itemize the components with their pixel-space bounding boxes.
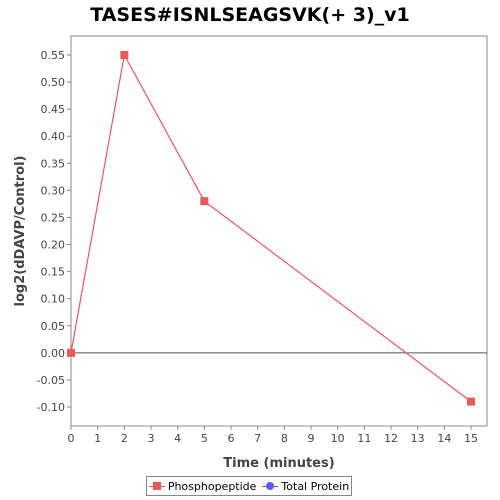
series-group — [67, 50, 475, 406]
x-tick-label: 6 — [228, 432, 235, 445]
x-tick-label: 4 — [174, 432, 181, 445]
x-tick-label: 7 — [254, 432, 261, 445]
phosphopeptide-point — [120, 50, 129, 59]
y-tick-label: 0.00 — [41, 347, 66, 360]
y-tick-label: 0.45 — [41, 103, 66, 116]
x-tick-label: 13 — [411, 432, 425, 445]
x-tick-label: 11 — [357, 432, 371, 445]
legend: Phosphopeptide Total Protein — [146, 476, 352, 496]
y-tick-label: -0.05 — [37, 374, 65, 387]
x-tick-label: 3 — [148, 432, 155, 445]
y-tick-label: 0.20 — [41, 239, 66, 252]
x-tick-label: 1 — [94, 432, 101, 445]
chart-title: TASES#ISNLSEAGSVK(+ 3)_v1 — [90, 4, 410, 26]
y-tick-label: 0.15 — [41, 266, 66, 279]
phosphopeptide-point — [467, 397, 475, 406]
y-tick-label: 0.30 — [41, 184, 66, 197]
y-tick-label: 0.10 — [41, 293, 66, 306]
axis-ticks: -0.10 -0.05 0.00 0.05 0.10 0.15 0.20 0.25 0.30 0.… — [37, 49, 478, 445]
x-tick-label: 5 — [201, 432, 208, 445]
y-tick-label: 0.55 — [41, 49, 66, 62]
y-tick-label: -0.10 — [37, 401, 65, 414]
y-tick-label: 0.50 — [41, 76, 66, 89]
phosphopeptide-point — [200, 197, 209, 206]
x-tick-label: 12 — [384, 432, 398, 445]
legend-label-total-protein: Total Protein — [281, 479, 350, 493]
legend-item-phosphopeptide: Phosphopeptide — [148, 479, 257, 493]
x-tick-label: 15 — [464, 432, 478, 445]
phosphopeptide-line — [70, 53, 472, 403]
x-tick-label: 8 — [281, 432, 288, 445]
x-axis-title: Time (minutes) — [223, 456, 334, 471]
y-tick-label: 0.35 — [41, 157, 66, 170]
x-tick-label: 14 — [437, 432, 451, 445]
x-tick-label: 10 — [331, 432, 345, 445]
legend-item-total-protein: Total Protein — [262, 480, 349, 493]
y-axis-title: log2(dDAVP/Control) — [13, 156, 28, 307]
phosphopeptide-point — [67, 348, 75, 357]
legend-label-phosphopeptide: Phosphopeptide — [167, 479, 257, 493]
x-tick-label: 9 — [308, 432, 315, 445]
y-tick-label: 0.05 — [41, 320, 66, 333]
y-tick-label: 0.25 — [41, 211, 66, 224]
y-tick-label: 0.40 — [41, 130, 66, 143]
legend-swatch-circle-icon — [262, 481, 279, 491]
x-tick-label: 2 — [121, 432, 128, 445]
x-tick-label: 0 — [68, 432, 75, 445]
legend-swatch-square-icon — [148, 481, 165, 491]
